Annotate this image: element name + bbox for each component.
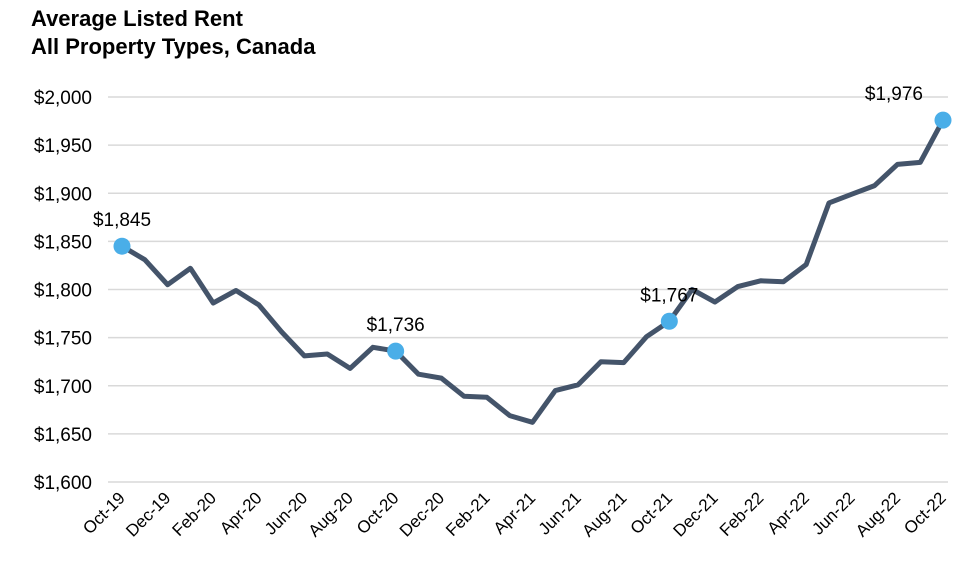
data-label: $1,736 [367, 315, 425, 336]
highlight-marker [387, 342, 405, 360]
y-tick-label: $1,750 [34, 329, 92, 350]
y-tick-label: $1,900 [34, 184, 92, 205]
y-tick-label: $1,850 [34, 232, 92, 253]
y-tick-label: $1,950 [34, 136, 92, 157]
y-tick-label: $1,650 [34, 425, 92, 446]
chart-title: Average Listed Rent [31, 6, 243, 31]
data-label: $1,976 [865, 84, 923, 105]
x-tick-label: Dec-21 [670, 488, 722, 540]
y-axis-ticks: $1,600 $1,650 $1,700 $1,750 $1,800 $1,850 $1,9… [34, 88, 92, 494]
x-axis-ticks: Oct-19Dec-19Feb-20Apr-20Jun-20Aug-20Oct-… [79, 488, 950, 540]
x-tick-label: Aug-22 [852, 488, 904, 540]
x-tick-label: Feb-20 [169, 488, 221, 540]
x-tick-label: Oct-21 [627, 488, 677, 538]
y-tick-label: $1,600 [34, 473, 92, 494]
highlight-marker [660, 312, 678, 330]
y-tick-label: $1,800 [34, 281, 92, 302]
x-tick-label: Apr-21 [490, 488, 540, 538]
x-tick-label: Oct-20 [353, 488, 403, 538]
x-tick-label: Feb-21 [442, 488, 494, 540]
x-tick-label: Jun-21 [535, 488, 585, 538]
x-tick-label: Jun-22 [808, 488, 858, 538]
x-tick-label: Feb-22 [716, 488, 768, 540]
y-tick-label: $1,700 [34, 377, 92, 398]
x-tick-label: Dec-20 [396, 488, 448, 540]
data-label: $1,767 [640, 285, 698, 306]
x-tick-label: Apr-22 [763, 488, 813, 538]
series-line [119, 117, 946, 425]
marker-layer [113, 111, 952, 360]
data-label-layer: $1,845 $1,736 $1,767 $1,976 [93, 84, 923, 336]
x-tick-label: Oct-19 [79, 488, 129, 538]
x-tick-label: Aug-20 [305, 488, 357, 540]
series-layer [119, 117, 946, 425]
x-tick-label: Jun-20 [261, 488, 311, 538]
gridlines [108, 96, 948, 483]
x-tick-label: Aug-21 [578, 488, 630, 540]
x-tick-label: Oct-22 [900, 488, 950, 538]
chart-subtitle: All Property Types, Canada [31, 34, 316, 59]
data-label: $1,845 [93, 210, 151, 231]
x-tick-label: Dec-19 [122, 488, 174, 540]
highlight-marker [113, 237, 131, 255]
x-tick-label: Apr-20 [216, 488, 266, 538]
highlight-marker [934, 111, 952, 129]
y-tick-label: $2,000 [34, 88, 92, 109]
